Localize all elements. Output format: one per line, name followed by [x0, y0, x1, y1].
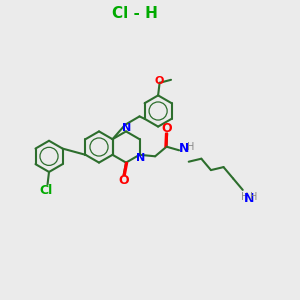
- Text: H: H: [250, 191, 257, 202]
- Text: H: H: [241, 191, 248, 202]
- Text: Cl - H: Cl - H: [112, 6, 158, 21]
- Text: N: N: [136, 153, 146, 164]
- Text: N: N: [244, 192, 254, 206]
- Text: O: O: [162, 122, 172, 136]
- Text: O: O: [155, 76, 164, 86]
- Text: O: O: [118, 174, 129, 187]
- Text: Cl: Cl: [39, 184, 52, 197]
- Text: N: N: [122, 123, 131, 134]
- Text: H: H: [187, 142, 194, 152]
- Text: N: N: [179, 142, 190, 155]
